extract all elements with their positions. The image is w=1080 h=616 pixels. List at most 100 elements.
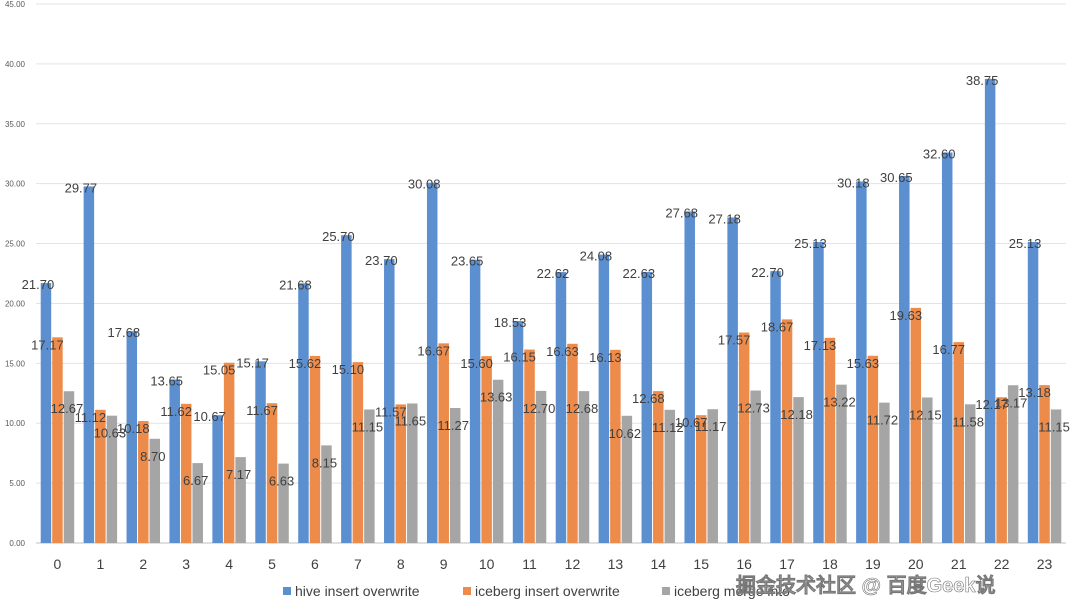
x-tick-label: 6 — [311, 556, 319, 572]
data-label: 29.77 — [65, 180, 98, 195]
data-labels: 21.7017.1712.6729.7711.1210.6317.6810.18… — [22, 73, 1070, 489]
bar-iceberg-insert-overwrite-2 — [138, 421, 149, 543]
y-tick-label: 40.00 — [5, 60, 26, 69]
bar-iceberg-merge-into-15 — [707, 409, 718, 543]
data-label: 15.17 — [236, 355, 269, 370]
bar-hive-insert-overwrite-1 — [83, 186, 95, 543]
data-label: 38.75 — [966, 73, 999, 88]
data-label: 30.18 — [837, 176, 870, 191]
bar-iceberg-insert-overwrite-6 — [309, 355, 321, 543]
data-label: 16.15 — [503, 350, 536, 365]
data-label: 32.60 — [923, 147, 956, 162]
x-tick-label: 19 — [865, 556, 881, 572]
data-label: 6.63 — [269, 474, 294, 489]
x-tick-label: 22 — [994, 556, 1010, 572]
data-label: 11.17 — [695, 419, 727, 434]
bar-hive-insert-overwrite-14 — [641, 271, 653, 543]
data-label: 11.12 — [75, 410, 107, 425]
bar-iceberg-insert-overwrite-0 — [52, 337, 63, 543]
x-tick-label: 9 — [440, 556, 448, 572]
bar-iceberg-merge-into-2 — [149, 438, 161, 543]
y-tick-label: 20.00 — [5, 299, 26, 308]
bar-hive-insert-overwrite-16 — [727, 217, 738, 543]
data-label: 11.15 — [1038, 419, 1070, 434]
bar-iceberg-merge-into-6 — [321, 445, 332, 543]
data-label: 18.67 — [761, 319, 794, 334]
x-tick-label: 23 — [1037, 556, 1053, 572]
data-label: 23.65 — [451, 254, 484, 269]
bar-hive-insert-overwrite-11 — [512, 321, 524, 543]
data-label: 16.67 — [417, 343, 450, 358]
data-label: 12.15 — [909, 407, 942, 422]
bar-iceberg-merge-into-9 — [449, 408, 461, 543]
bar-iceberg-insert-overwrite-8 — [395, 404, 407, 543]
bar-iceberg-insert-overwrite-21 — [953, 342, 964, 543]
data-label: 8.70 — [140, 449, 165, 464]
x-tick-label: 15 — [693, 556, 709, 572]
data-label: 10.67 — [675, 415, 708, 430]
legend-swatch — [283, 587, 291, 595]
data-label: 12.68 — [632, 391, 665, 406]
x-tick-label: 7 — [354, 556, 362, 572]
data-label: 15.62 — [289, 356, 322, 371]
bar-iceberg-merge-into-13 — [621, 415, 633, 543]
bar-iceberg-merge-into-8 — [407, 403, 418, 543]
legend-swatch — [463, 587, 471, 595]
bar-iceberg-merge-into-12 — [578, 391, 590, 543]
data-label: 8.15 — [312, 455, 337, 470]
bar-iceberg-insert-overwrite-3 — [180, 403, 192, 543]
x-tick-label: 16 — [736, 556, 752, 572]
data-label: 7.17 — [226, 467, 251, 482]
bar-iceberg-merge-into-17 — [793, 397, 804, 543]
bar-iceberg-insert-overwrite-11 — [524, 349, 535, 543]
data-label: 11.72 — [867, 413, 899, 428]
x-tick-label: 4 — [225, 556, 233, 572]
x-axis-ticks: 0 1 2 3 4 5 6 7 8 9 10 11 12 13 14 15 16 17 18 19 20 21 22 23 — [54, 556, 1053, 572]
bar-iceberg-merge-into-11 — [535, 390, 547, 543]
x-tick-label: 13 — [608, 556, 624, 572]
data-label: 15.60 — [460, 356, 493, 371]
data-label: 11.15 — [352, 419, 384, 434]
data-label: 12.18 — [780, 407, 813, 422]
bar-iceberg-insert-overwrite-13 — [610, 349, 621, 543]
bar-iceberg-merge-into-3 — [192, 463, 203, 543]
data-label: 12.70 — [523, 401, 556, 416]
bar-iceberg-merge-into-4 — [235, 457, 246, 543]
data-label: 16.77 — [932, 342, 965, 357]
bar-iceberg-insert-overwrite-17 — [781, 319, 793, 543]
x-tick-label: 8 — [397, 556, 405, 572]
data-label: 22.62 — [537, 266, 570, 281]
bar-hive-insert-overwrite-22 — [984, 78, 996, 543]
data-label: 27.68 — [665, 205, 698, 220]
bar-hive-insert-overwrite-3 — [169, 379, 180, 543]
data-label: 25.13 — [1009, 236, 1042, 251]
bar-iceberg-merge-into-19 — [879, 402, 890, 543]
data-label: 10.18 — [117, 421, 150, 436]
data-label: 6.67 — [183, 473, 208, 488]
bar-iceberg-insert-overwrite-15 — [695, 415, 707, 543]
y-tick-label: 25.00 — [5, 240, 26, 249]
y-tick-label: 0.00 — [9, 539, 25, 548]
bar-hive-insert-overwrite-8 — [384, 259, 395, 543]
bar-iceberg-insert-overwrite-4 — [223, 362, 235, 543]
bar-series — [40, 78, 1062, 544]
y-tick-label: 30.00 — [5, 180, 26, 189]
data-label: 17.57 — [718, 333, 751, 348]
bar-hive-insert-overwrite-20 — [899, 175, 910, 543]
y-tick-label: 10.00 — [5, 419, 26, 428]
x-tick-label: 11 — [522, 556, 537, 572]
bar-hive-insert-overwrite-10 — [469, 259, 481, 543]
bar-hive-insert-overwrite-7 — [341, 235, 352, 543]
bar-hive-insert-overwrite-21 — [941, 152, 953, 543]
data-label: 13.63 — [480, 390, 513, 405]
x-tick-label: 21 — [951, 556, 967, 572]
bar-hive-insert-overwrite-23 — [1027, 241, 1039, 543]
data-label: 10.67 — [193, 409, 226, 424]
x-tick-label: 10 — [479, 556, 495, 572]
data-label: 15.05 — [203, 363, 236, 378]
data-label: 16.13 — [589, 350, 622, 365]
bar-hive-insert-overwrite-0 — [40, 283, 52, 543]
bar-iceberg-merge-into-16 — [750, 390, 761, 543]
bar-iceberg-insert-overwrite-19 — [867, 355, 879, 543]
